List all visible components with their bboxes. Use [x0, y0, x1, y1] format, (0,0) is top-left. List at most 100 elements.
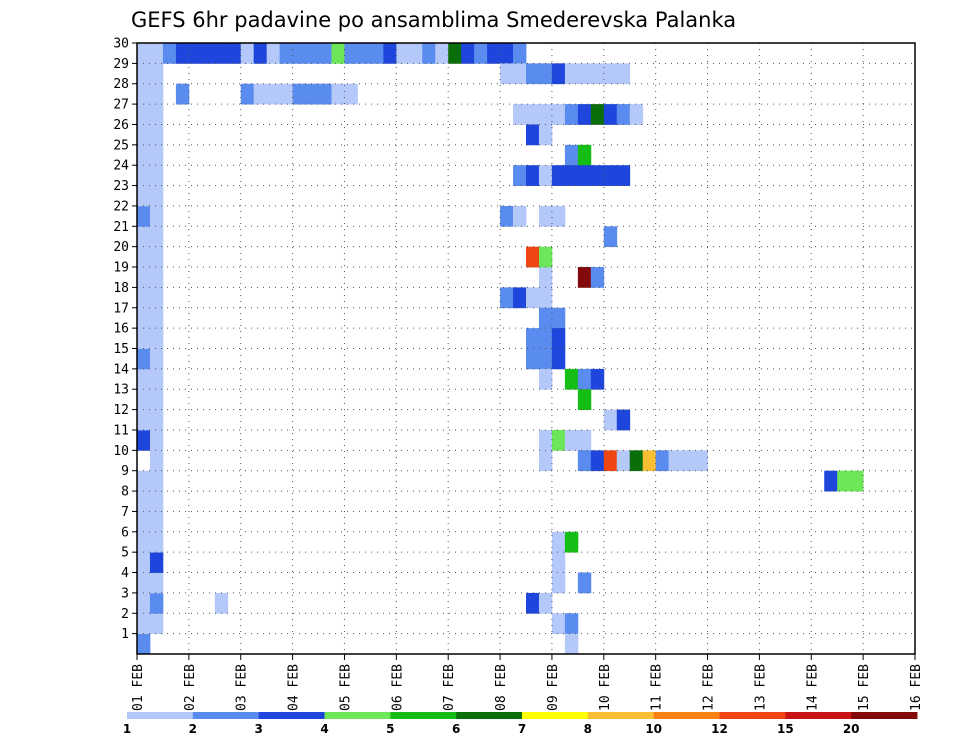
heatmap-cell	[564, 368, 579, 390]
heatmap-cells	[137, 43, 864, 655]
heatmap-cell	[383, 43, 397, 64]
heatmap-cell	[526, 592, 540, 614]
y-tick-label: 7	[121, 505, 129, 520]
heatmap-cell	[137, 531, 151, 553]
heatmap-cell	[149, 409, 164, 431]
heatmap-cell	[137, 429, 151, 451]
heatmap-cell	[590, 368, 605, 390]
y-tick-label: 17	[113, 301, 129, 316]
y-tick-label: 24	[113, 159, 129, 174]
heatmap-cell	[149, 83, 164, 105]
heatmap-cell	[500, 205, 514, 227]
y-tick-label: 14	[113, 362, 129, 377]
heatmap-cell	[538, 287, 553, 309]
y-tick-label: 5	[121, 546, 129, 561]
y-tick-label: 10	[113, 444, 129, 459]
x-tick-label: 11 FEB	[650, 664, 665, 711]
legend-swatch	[719, 712, 786, 719]
heatmap-cell	[616, 165, 631, 186]
heatmap-cell	[603, 409, 618, 431]
heatmap-cell	[590, 63, 605, 85]
heatmap-cell	[162, 43, 177, 64]
heatmap-cell	[551, 328, 566, 349]
heatmap-cell	[590, 450, 605, 472]
heatmap-cell	[137, 124, 151, 146]
heatmap-cell	[564, 633, 579, 655]
y-tick-label: 4	[121, 566, 129, 581]
heatmap-cell	[214, 592, 229, 614]
heatmap-cell	[137, 83, 151, 105]
heatmap-cell	[551, 613, 566, 635]
legend-label: 3	[254, 722, 262, 736]
heatmap-cell	[564, 429, 579, 451]
heatmap-cell	[577, 63, 592, 85]
heatmap-cell	[149, 287, 164, 309]
heatmap-cell	[149, 592, 164, 614]
legend-label: 8	[584, 722, 592, 736]
x-tick-label: 13 FEB	[753, 664, 768, 711]
heatmap-cell	[149, 511, 164, 533]
heatmap-cell	[513, 104, 527, 125]
heatmap-cell	[214, 43, 229, 64]
heatmap-cell	[551, 104, 566, 125]
heatmap-cell	[681, 450, 695, 472]
heatmap-cell	[370, 43, 384, 64]
heatmap-cell	[357, 43, 371, 64]
heatmap-cell	[603, 450, 618, 472]
heatmap-cell	[149, 185, 164, 207]
x-tick-label: 07 FEB	[442, 664, 457, 711]
x-tick-label: 08 FEB	[494, 664, 509, 711]
heatmap-cell	[538, 368, 553, 390]
heatmap-cell	[500, 63, 514, 85]
heatmap-cell	[551, 307, 566, 329]
heatmap-cell	[137, 144, 151, 166]
x-tick-label: 10 FEB	[598, 664, 613, 711]
heatmap-cell	[513, 165, 527, 186]
heatmap-cell	[538, 450, 553, 472]
heatmap-cell	[538, 165, 553, 186]
heatmap-cell	[137, 63, 151, 85]
heatmap-cell	[137, 287, 151, 309]
y-tick-label: 22	[113, 199, 129, 214]
heatmap-cell	[137, 104, 151, 125]
heatmap-cell	[629, 450, 644, 472]
heatmap-cell	[137, 613, 151, 635]
y-tick-label: 15	[113, 342, 129, 357]
legend-swatch	[324, 712, 391, 719]
heatmap-cell	[344, 83, 358, 105]
heatmap-cell	[616, 63, 631, 85]
heatmap-cell	[603, 226, 618, 248]
heatmap-cell	[396, 43, 410, 64]
heatmap-cell	[344, 43, 358, 64]
heatmap-cell	[175, 43, 190, 64]
heatmap-cell	[564, 104, 579, 125]
heatmap-cell	[538, 124, 553, 146]
heatmap-cell	[253, 43, 268, 64]
heatmap-cell	[137, 409, 151, 431]
x-tick-label: 02 FEB	[183, 664, 198, 711]
heatmap-cell	[526, 328, 540, 349]
x-tick-label: 01 FEB	[131, 664, 146, 711]
legend-label: 12	[711, 722, 728, 736]
legend-swatch	[127, 712, 194, 719]
heatmap-cell	[253, 83, 268, 105]
heatmap-cell	[642, 450, 657, 472]
heatmap-cell	[331, 83, 345, 105]
y-tick-label: 11	[113, 423, 129, 438]
y-tick-label: 30	[113, 37, 129, 52]
heatmap-cell	[137, 246, 151, 268]
heatmap-cell	[149, 389, 164, 410]
legend-label: 4	[320, 722, 328, 736]
heatmap-cell	[137, 511, 151, 533]
heatmap-cell	[487, 43, 501, 64]
heatmap-cell	[137, 368, 151, 390]
heatmap-cell	[149, 531, 164, 553]
heatmap-cell	[137, 43, 151, 64]
heatmap-cell	[538, 267, 553, 288]
heatmap-cell	[305, 43, 319, 64]
y-tick-label: 21	[113, 220, 129, 235]
heatmap-cell	[824, 470, 838, 492]
legend-swatch	[785, 712, 852, 719]
heatmap-cell	[435, 43, 449, 64]
heatmap-cell	[175, 83, 190, 105]
